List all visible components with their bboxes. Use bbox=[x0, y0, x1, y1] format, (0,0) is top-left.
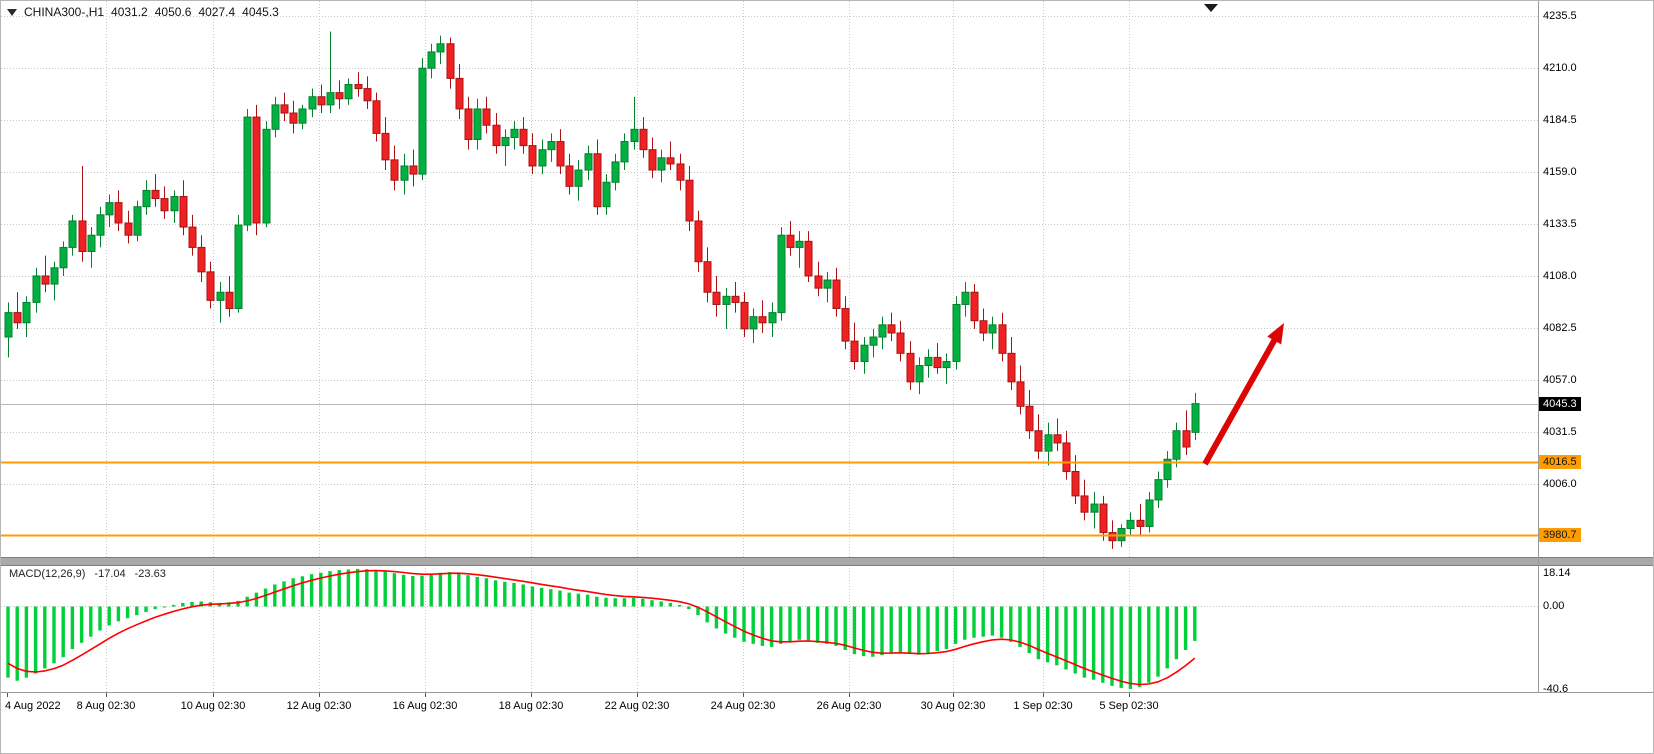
price-scale-label: 4006.0 bbox=[1543, 477, 1577, 490]
trend-arrow[interactable] bbox=[1202, 323, 1284, 466]
time-scale-label: 24 Aug 02:30 bbox=[710, 700, 776, 712]
time-ticks bbox=[7, 693, 1130, 697]
macd-signal-value: -23.63 bbox=[134, 568, 166, 580]
ohlc-low-value: 4027.4 bbox=[198, 5, 236, 19]
symbol-period-label: CHINA300-,H1 bbox=[24, 5, 105, 19]
price-scale-label: 4235.5 bbox=[1543, 10, 1577, 23]
macd-scale-label: 0.00 bbox=[1543, 599, 1565, 612]
time-scale-label: 8 Aug 02:30 bbox=[76, 700, 136, 712]
macd-name-label: MACD(12,26,9) bbox=[9, 568, 86, 580]
time-scale-label: 18 Aug 02:30 bbox=[498, 700, 564, 712]
price-scale-label: 4159.0 bbox=[1543, 166, 1577, 179]
macd-scale-label: -40.6 bbox=[1543, 683, 1569, 696]
gridlines bbox=[1, 1, 1538, 692]
time-scale-label: 5 Sep 02:30 bbox=[1099, 700, 1159, 712]
time-scale-label: 4 Aug 2022 bbox=[5, 700, 61, 712]
time-scale[interactable]: 4 Aug 2022 8 Aug 02:30 10 Aug 02:30 12 Aug … bbox=[1, 693, 1653, 723]
macd-histogram bbox=[6, 568, 1197, 689]
price-scale[interactable]: 4235.5 4210.0 4184.5 4159.0 4133.5 4108.0 4082… bbox=[1539, 1, 1653, 753]
macd-main-value: -17.04 bbox=[94, 568, 126, 580]
current-price-tag: 4045.3 bbox=[1539, 396, 1581, 411]
price-scale-label: 4057.0 bbox=[1543, 373, 1577, 386]
support-lines[interactable] bbox=[1, 461, 1538, 537]
ohlc-open-value: 4031.2 bbox=[111, 5, 148, 19]
time-scale-label: 10 Aug 02:30 bbox=[180, 700, 246, 712]
price-scale-label: 4210.0 bbox=[1543, 62, 1577, 75]
ohlc-close-value: 4045.3 bbox=[242, 5, 279, 19]
macd-scale-label: 18.14 bbox=[1543, 567, 1571, 579]
time-scale-label: 30 Aug 02:30 bbox=[920, 700, 986, 712]
chart-shift-marker-icon[interactable] bbox=[1204, 4, 1218, 12]
time-scale-label: 1 Sep 02:30 bbox=[1013, 700, 1073, 712]
symbol-dropdown-icon[interactable] bbox=[7, 8, 17, 16]
price-scale-label: 4108.0 bbox=[1543, 269, 1577, 282]
ohlc-high-value: 4050.6 bbox=[154, 5, 192, 19]
macd-indicator-label: MACD(12,26,9) -17.04 -23.63 bbox=[9, 568, 166, 580]
time-scale-label: 22 Aug 02:30 bbox=[604, 700, 670, 712]
price-scale-label: 4082.5 bbox=[1543, 321, 1577, 334]
candles-series bbox=[4, 31, 1200, 549]
price-scale-label: 4133.5 bbox=[1543, 218, 1577, 230]
chart-title: CHINA300-,H1 4031.2 4050.6 4027.4 4045.3 bbox=[7, 5, 279, 19]
hline-price-tag: 4016.5 bbox=[1539, 455, 1581, 470]
time-scale-label: 12 Aug 02:30 bbox=[286, 700, 352, 712]
price-scale-label: 4184.5 bbox=[1543, 114, 1577, 127]
panel-separator[interactable] bbox=[1, 557, 1654, 566]
price-scale-label: 4031.5 bbox=[1543, 425, 1577, 438]
time-scale-label: 26 Aug 02:30 bbox=[816, 700, 882, 712]
macd-signal-line bbox=[7, 569, 1196, 686]
hline-price-tag: 3980.7 bbox=[1539, 528, 1581, 543]
time-scale-label: 16 Aug 02:30 bbox=[392, 700, 458, 712]
